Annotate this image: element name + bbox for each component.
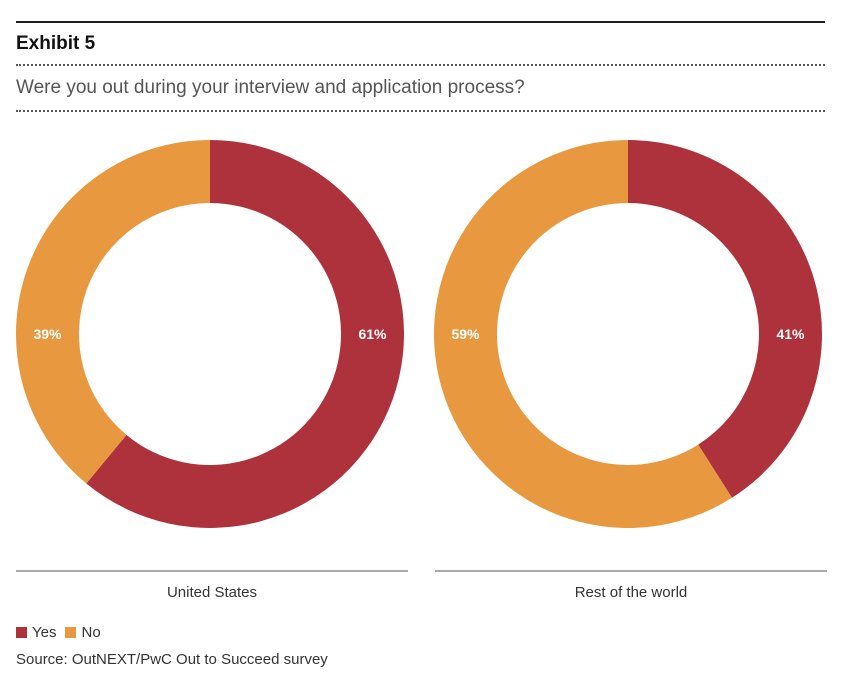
legend-swatch-yes: [16, 627, 27, 638]
donut-slice-row-yes: [628, 140, 822, 498]
donut-slice-us-yes: [86, 140, 405, 528]
legend-label-no: No: [81, 624, 101, 641]
exhibit-label: Exhibit 5: [16, 33, 96, 54]
donut-slice-row-no: [433, 140, 732, 528]
legend-label-yes: Yes: [32, 624, 57, 641]
data-label-row-no: 59%: [451, 326, 480, 342]
legend-item-yes: Yes: [16, 624, 56, 641]
row-baseline: [435, 570, 827, 572]
legend: Yes No: [16, 624, 110, 641]
chart-question: Were you out during your interview and a…: [16, 77, 525, 98]
donut-charts: 61% 39% 41% 59%: [16, 140, 822, 528]
top-rule: [16, 21, 825, 23]
source-note: Source: OutNEXT/PwC Out to Succeed surve…: [16, 651, 328, 668]
data-label-us-no: 39%: [33, 326, 62, 342]
data-label-us-yes: 61%: [358, 326, 387, 342]
data-label-row-yes: 41%: [776, 326, 805, 342]
dotted-divider-bottom: [16, 110, 825, 112]
legend-item-no: No: [65, 624, 101, 641]
us-baseline: [16, 570, 408, 572]
dotted-divider-top: [16, 64, 825, 66]
donut-slice-us-no: [16, 140, 211, 484]
region-label-row: Rest of the world: [574, 584, 688, 601]
region-label-us: United States: [166, 584, 258, 601]
legend-swatch-no: [65, 627, 77, 638]
